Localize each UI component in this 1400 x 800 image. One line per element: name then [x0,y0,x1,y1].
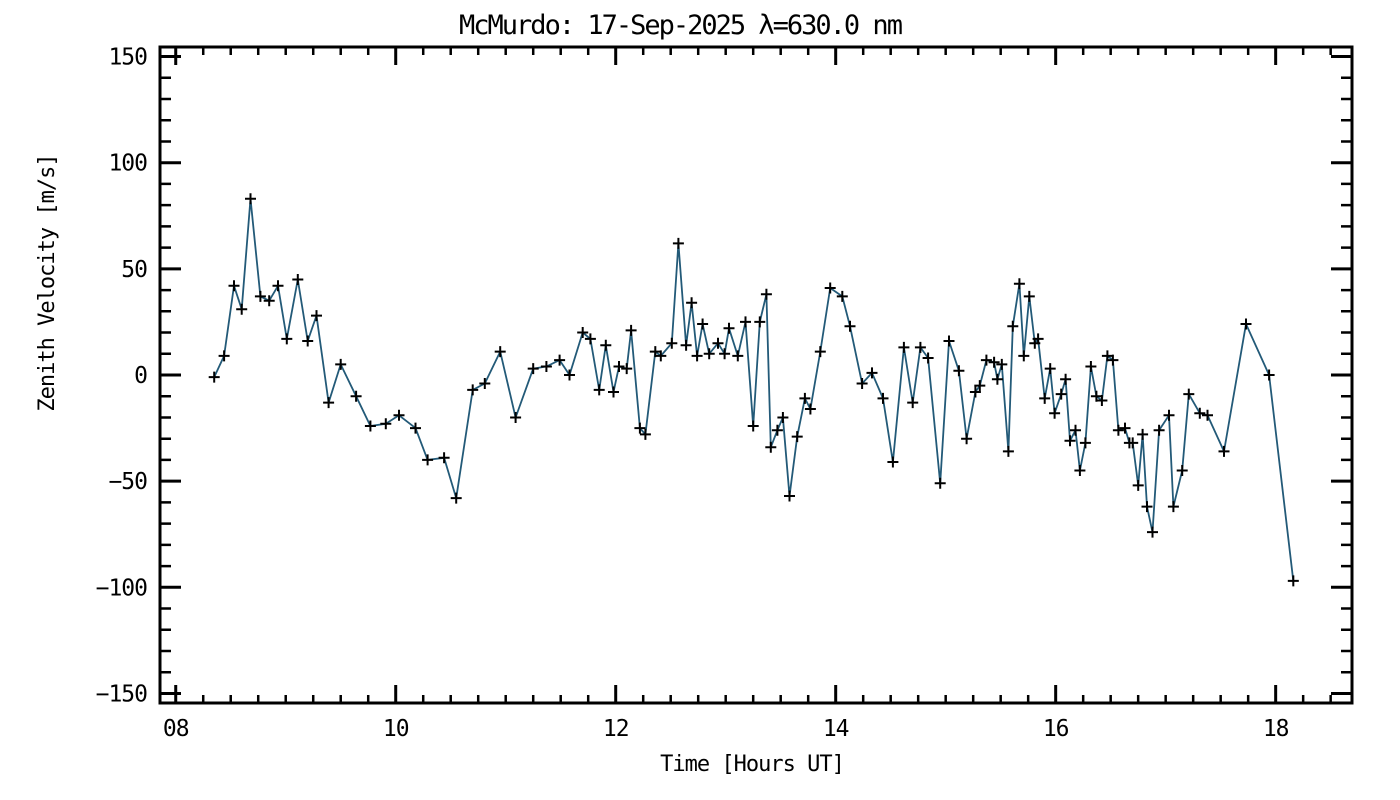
y-tick-label: 50 [121,257,147,283]
x-tick-label: 12 [603,716,629,742]
y-tick-label: −150 [96,681,148,707]
data-point-markers [208,193,1299,587]
data-line [213,197,1295,582]
axes-layer: 08 10 12 14 16 18 150 100 50 0 −50 −100 −150 [96,45,1354,742]
y-tick-label: 150 [108,45,147,71]
y-tick-label: 100 [108,151,147,177]
x-tick-label: 18 [1263,716,1289,742]
chart-title: McMurdo: 17-Sep-2025 λ=630.0 nm [459,10,902,41]
y-tick-label: −100 [96,575,148,601]
x-tick-label: 10 [383,716,409,742]
x-tick-label: 16 [1043,716,1069,742]
y-tick-label: −50 [108,469,147,495]
major-ticks [160,47,1352,703]
data-series-layer [208,193,1299,587]
minor-ticks [160,47,1352,703]
x-tick-label: 14 [823,716,849,742]
y-tick-label: 0 [134,363,147,389]
x-axis-label: Time [Hours UT] [660,752,844,777]
y-axis-label: Zenith Velocity [m/s] [35,154,60,411]
x-tick-label: 08 [163,716,189,742]
